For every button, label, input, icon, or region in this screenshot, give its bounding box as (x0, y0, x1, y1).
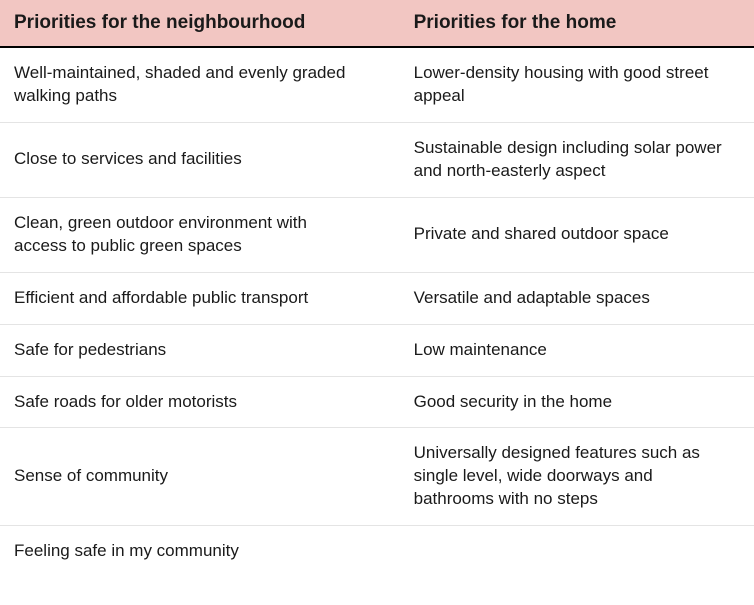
cell-home: Sustainable design including solar power… (400, 122, 754, 197)
table-row: Close to services and facilities Sustain… (0, 122, 754, 197)
cell-neighbourhood: Close to services and facilities (0, 122, 400, 197)
cell-home: Low maintenance (400, 324, 754, 376)
cell-home: Private and shared outdoor space (400, 197, 754, 272)
cell-home: Universally designed features such as si… (400, 428, 754, 526)
table-row: Clean, green outdoor environment with ac… (0, 197, 754, 272)
column-header-home: Priorities for the home (400, 0, 754, 47)
table-row: Feeling safe in my community (0, 526, 754, 577)
table-row: Well-maintained, shaded and evenly grade… (0, 47, 754, 122)
cell-neighbourhood: Feeling safe in my community (0, 526, 400, 577)
cell-neighbourhood: Sense of community (0, 428, 400, 526)
cell-neighbourhood: Efficient and affordable public transpor… (0, 272, 400, 324)
cell-neighbourhood: Safe for pedestrians (0, 324, 400, 376)
cell-home: Versatile and adaptable spaces (400, 272, 754, 324)
priorities-table: Priorities for the neighbourhood Priorit… (0, 0, 754, 577)
cell-home (400, 526, 754, 577)
table-row: Safe roads for older motorists Good secu… (0, 376, 754, 428)
table-row: Safe for pedestrians Low maintenance (0, 324, 754, 376)
column-header-neighbourhood: Priorities for the neighbourhood (0, 0, 400, 47)
cell-neighbourhood: Safe roads for older motorists (0, 376, 400, 428)
table-row: Sense of community Universally designed … (0, 428, 754, 526)
table-row: Efficient and affordable public transpor… (0, 272, 754, 324)
cell-neighbourhood: Clean, green outdoor environment with ac… (0, 197, 400, 272)
cell-home: Lower-density housing with good street a… (400, 47, 754, 122)
cell-home: Good security in the home (400, 376, 754, 428)
cell-neighbourhood: Well-maintained, shaded and evenly grade… (0, 47, 400, 122)
table-header-row: Priorities for the neighbourhood Priorit… (0, 0, 754, 47)
